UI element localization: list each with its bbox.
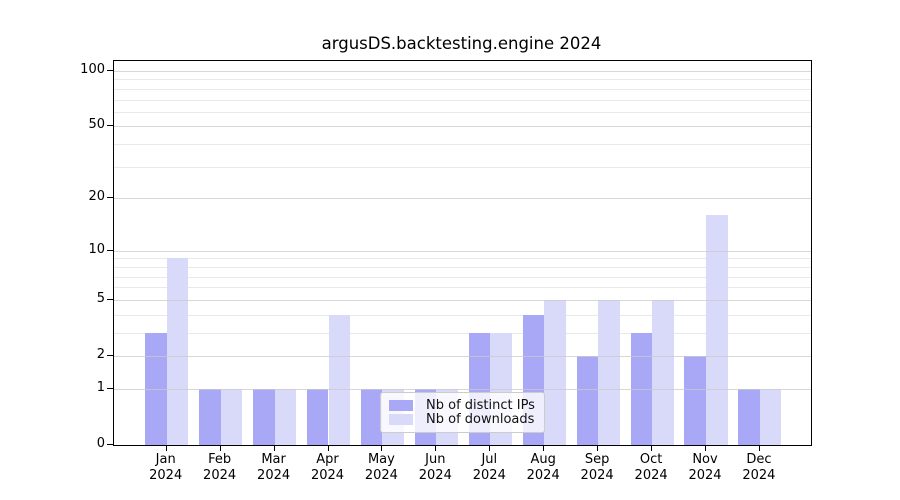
x-tick-label-sep: Sep 2024 (580, 452, 614, 483)
y-tick-label: 0 (96, 436, 105, 451)
plot-area (113, 60, 812, 446)
legend-row: Nb of distinct IPs (389, 397, 536, 413)
y-tick (107, 70, 113, 71)
major-gridlines-layer (114, 61, 811, 445)
gridline-minor (114, 79, 811, 81)
x-tick-label-jan: Jan 2024 (149, 452, 183, 483)
x-tick (327, 446, 329, 451)
y-tick-label: 2 (96, 347, 105, 362)
gridline-minor (114, 111, 811, 113)
x-tick-label-aug: Aug 2024 (526, 452, 560, 483)
x-tick (705, 446, 706, 451)
gridline-minor (114, 266, 811, 268)
gridline-major (114, 250, 811, 252)
bar-distinct-ips-sep (576, 356, 599, 445)
y-tick (107, 249, 113, 251)
gridline-minor (114, 99, 811, 101)
y-tick (107, 197, 113, 199)
bar-distinct-ips-dec (738, 388, 760, 445)
bar-downloads-sep (598, 299, 620, 445)
bar-downloads-jan (166, 258, 189, 445)
gridline-minor (114, 332, 811, 334)
bar-downloads-aug (544, 299, 566, 445)
gridline-minor (114, 166, 811, 168)
x-tick-label-feb: Feb 2024 (203, 452, 237, 483)
gridline-major (114, 299, 811, 301)
bar-downloads-apr (328, 314, 351, 445)
legend: Nb of distinct IPs Nb of downloads (380, 392, 545, 433)
y-tick-label: 1 (96, 379, 105, 395)
x-tick (273, 446, 275, 451)
legend-swatch (389, 399, 413, 411)
x-tick (219, 446, 221, 451)
y-tick (107, 125, 113, 127)
gridline-major (114, 198, 811, 200)
x-tick (543, 446, 545, 451)
minor-gridlines-layer (114, 61, 811, 445)
y-tick-label: 20 (88, 189, 105, 205)
bar-downloads-feb (220, 388, 243, 445)
y-tick (107, 298, 113, 300)
gridline-minor (114, 258, 811, 260)
gridline-major (114, 71, 811, 72)
bar-distinct-ips-feb (199, 388, 221, 445)
x-tick (435, 446, 437, 451)
y-tick-label: 5 (96, 290, 105, 306)
x-tick (165, 446, 167, 451)
x-tick (597, 446, 599, 451)
x-tick-label-jun: Jun 2024 (418, 452, 452, 483)
gridline-minor (114, 314, 811, 316)
legend-label: Nb of downloads (426, 412, 535, 428)
x-tick (489, 446, 491, 451)
bar-distinct-ips-apr (306, 388, 329, 445)
gridline-minor (114, 276, 811, 278)
x-tick-label-oct: Oct 2024 (634, 452, 668, 483)
bar-distinct-ips-nov (684, 356, 706, 445)
y-tick (107, 355, 113, 356)
chart-title: argusDS.backtesting.engine 2024 (321, 34, 602, 53)
gridline-major (114, 388, 811, 390)
y-tick (107, 444, 113, 445)
bar-distinct-ips-mar (253, 388, 275, 445)
y-tick-label: 100 (80, 62, 105, 77)
y-tick (107, 387, 113, 389)
x-tick (381, 446, 383, 451)
x-tick-label-apr: Apr 2024 (310, 452, 345, 483)
legend-swatch (389, 414, 413, 426)
bar-downloads-nov (706, 215, 728, 445)
gridline-minor (114, 144, 811, 146)
x-tick-label-nov: Nov 2024 (688, 452, 722, 483)
x-tick (651, 446, 653, 451)
bar-downloads-mar (274, 388, 297, 445)
x-tick-label-dec: Dec 2024 (742, 452, 776, 483)
gridline-minor (114, 88, 811, 90)
legend-label: Nb of distinct IPs (426, 397, 535, 413)
x-tick-label-mar: Mar 2024 (257, 452, 291, 483)
bar-downloads-dec (759, 388, 782, 445)
legend-row: Nb of downloads (389, 412, 536, 428)
y-tick-label: 50 (88, 117, 105, 133)
y-tick-label: 10 (88, 241, 105, 257)
bar-downloads-oct (652, 299, 674, 445)
x-tick-label-jul: Jul 2024 (472, 452, 506, 483)
x-tick-label-may: May 2024 (364, 452, 398, 483)
gridline-major (114, 356, 811, 357)
x-tick (758, 446, 760, 451)
bar-distinct-ips-may (360, 388, 383, 445)
gridline-minor (114, 287, 811, 289)
gridline-major (114, 126, 811, 128)
